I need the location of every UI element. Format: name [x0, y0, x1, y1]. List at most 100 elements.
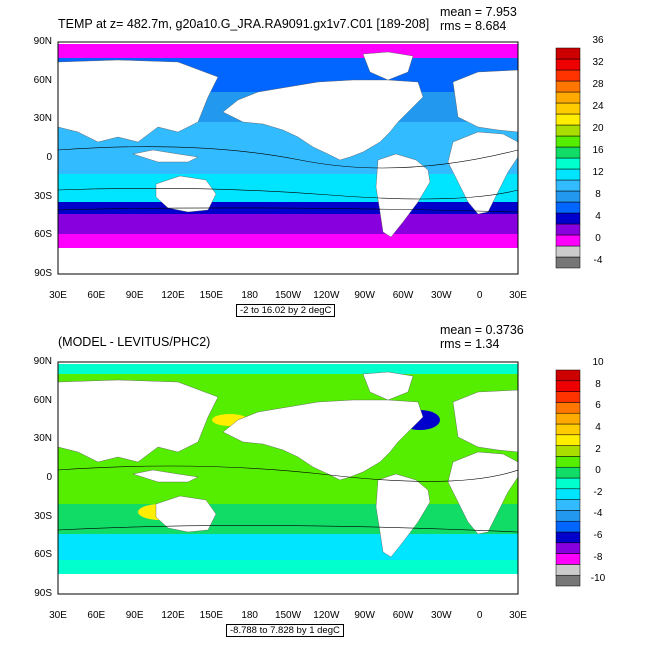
map2-colorbar-swatch	[555, 391, 581, 403]
map2-lon-label: 120W	[313, 610, 340, 621]
map2-colorbar-swatch	[555, 434, 581, 446]
map1-colorbar-swatch	[555, 256, 581, 269]
map2-frame	[57, 361, 519, 595]
map2-colorbar-label: 10	[592, 357, 604, 369]
map1-contour-line	[58, 188, 518, 200]
map1-rms: rms = 8.684	[440, 19, 507, 33]
map1-colorbar-label: 4	[595, 211, 601, 222]
map1-colorbar-label: 0	[595, 233, 601, 244]
map1-colorbar-swatch	[555, 146, 581, 159]
map2-colorbar-label: -2	[593, 486, 603, 498]
map1-colorbar	[555, 47, 581, 269]
map1-lat-label: 60S	[34, 229, 52, 241]
map1-colorbar-swatch	[555, 157, 581, 170]
map2-colorbar-swatch	[555, 564, 581, 576]
map2-contour-info: -8.788 to 7.828 by 1 degC	[226, 624, 344, 637]
map1-lon-label: 30E	[49, 290, 67, 301]
map2-colorbar-label: 0	[595, 465, 601, 477]
map1-colorbar-label: -4	[593, 255, 603, 266]
map1-lat-label: 60N	[33, 74, 52, 86]
map2-lon-label: 150E	[199, 610, 223, 621]
map1-mean: mean = 7.953	[440, 5, 517, 19]
map2-colorbar-swatch	[555, 499, 581, 511]
map1-colorbar-label: 20	[592, 123, 604, 134]
map2-colorbar-swatch	[555, 477, 581, 490]
map2-colorbar-swatch	[555, 402, 581, 414]
map2-lon-label: 180	[241, 610, 258, 621]
map1-colorbar-swatch	[555, 102, 581, 115]
map1-contour-line	[58, 207, 518, 213]
map1-colorbar-swatch	[555, 201, 581, 214]
map2-lat-label: 60S	[34, 549, 52, 561]
map2-colorbar-label: 2	[595, 443, 601, 455]
map2-colorbar-label: -8	[593, 551, 603, 563]
map1-colorbar-swatch	[555, 47, 581, 60]
map1-lat-label: 0	[46, 152, 52, 163]
map2-colorbar-label: -10	[590, 573, 606, 585]
map1-subpolar-band	[58, 214, 518, 234]
map1-colorbar-swatch	[555, 135, 581, 148]
map2-circumpolar-band	[58, 534, 518, 560]
map1-lon-label: 150W	[274, 290, 302, 301]
map2-arctic-band	[58, 364, 518, 374]
map2-colorbar	[555, 369, 581, 587]
map2-colorbar-swatch	[555, 520, 581, 533]
map2-colorbar-swatch	[555, 574, 581, 587]
map1-title: TEMP at z= 482.7m, g20a10.G_JRA.RA9091.g…	[58, 17, 430, 31]
map2-title: (MODEL - LEVITUS/PHC2)	[58, 335, 211, 349]
map2-lat-label: 0	[46, 472, 52, 483]
map1-colorbar-swatch	[555, 190, 581, 203]
map1-colorbar-swatch	[555, 113, 581, 126]
map2-colorbar-swatch	[555, 423, 581, 436]
map2-lon-label: 120E	[161, 610, 185, 621]
map1-colorbar-label: 32	[592, 57, 604, 68]
map2-colorbar-swatch	[555, 531, 581, 544]
map2-lat-label: 60N	[33, 394, 52, 406]
map2-colorbar-swatch	[555, 553, 581, 565]
map2-contour-line	[58, 465, 518, 482]
map1-colorbar-label: 36	[592, 35, 604, 46]
map1-lon-label: 120E	[161, 290, 185, 301]
map1-colorbar-swatch	[555, 234, 581, 247]
map1-colorbar-swatch	[555, 80, 581, 93]
map2-colorbar-label: 4	[595, 422, 601, 433]
map1-colorbar-swatch	[555, 245, 581, 258]
map2-colorbar-swatch	[555, 380, 581, 392]
map1-colorbar-swatch	[555, 58, 581, 71]
map2-lat-label: 90S	[34, 588, 52, 599]
map1-contour-info: -2 to 16.02 by 2 degC	[236, 304, 336, 317]
map2-lon-label: 30E	[509, 610, 527, 621]
map1-colorbar-swatch	[555, 179, 581, 192]
map1-lat-label: 90S	[34, 268, 52, 279]
map1-colorbar-swatch	[555, 223, 581, 236]
map2-lon-label: 0	[476, 610, 483, 621]
map2-colorbar-swatch	[555, 510, 581, 522]
map1-plot	[58, 42, 518, 274]
map1-colorbar-swatch	[555, 168, 581, 181]
map2-lon-label: 90E	[125, 610, 144, 621]
map1-frame	[57, 41, 519, 275]
map2-lon-label: 90W	[354, 610, 375, 621]
map1-lon-label: 90E	[125, 290, 144, 301]
map2-colorbar-swatch	[555, 456, 581, 468]
map2-colorbar-swatch	[555, 412, 581, 425]
map1-lat-label: 90N	[33, 36, 52, 47]
map2-lon-label: 30W	[431, 610, 452, 621]
map1-colorbar-label: 12	[592, 167, 604, 178]
map1-lat-label: 30N	[33, 113, 52, 125]
map2-colorbar-label: 6	[595, 400, 601, 412]
map1-lon-label: 120W	[313, 290, 340, 301]
map2-lon-label: 60W	[392, 610, 414, 621]
map2-mean: mean = 0.3736	[440, 323, 524, 337]
map1-lon-label: 60E	[87, 290, 106, 301]
map2-lon-label: 150W	[274, 610, 302, 621]
map1-lon-label: 30E	[509, 290, 527, 301]
map2-colorbar-swatch	[555, 369, 581, 382]
map1-arctic-band	[58, 44, 518, 58]
map1-lon-label: 30W	[431, 290, 452, 301]
map2-colorbar-swatch	[555, 466, 581, 479]
map2-colorbar-swatch	[555, 488, 581, 500]
map1-antarctic-band	[58, 234, 518, 248]
map2-antarctic-band	[58, 560, 518, 574]
